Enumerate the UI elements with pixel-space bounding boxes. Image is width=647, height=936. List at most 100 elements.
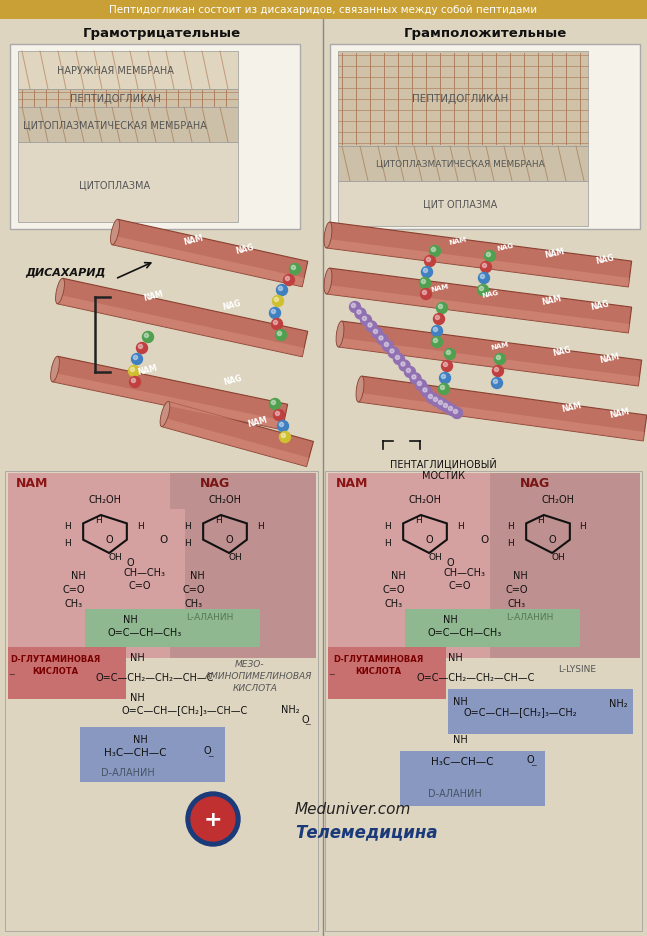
Polygon shape <box>57 279 308 358</box>
Circle shape <box>412 375 416 380</box>
Ellipse shape <box>50 357 60 382</box>
Ellipse shape <box>324 223 332 249</box>
Text: ПЕНТАГЛИЦИНОВЫЙ
МОСТИК: ПЕНТАГЛИЦИНОВЫЙ МОСТИК <box>390 458 497 481</box>
Circle shape <box>130 368 135 373</box>
Text: NAM: NAM <box>136 363 158 376</box>
Text: NAM: NAM <box>490 341 509 350</box>
Bar <box>405 609 580 648</box>
Circle shape <box>423 269 428 273</box>
Polygon shape <box>326 240 630 287</box>
Text: O: O <box>105 534 113 544</box>
Text: O=C—CH—[CH₂]₃—CH₂: O=C—CH—[CH₂]₃—CH₂ <box>463 707 577 716</box>
Circle shape <box>496 356 501 360</box>
Polygon shape <box>57 296 304 358</box>
Text: NH: NH <box>190 570 204 580</box>
Circle shape <box>368 324 372 328</box>
Circle shape <box>441 402 452 413</box>
Text: NAM: NAM <box>448 236 468 245</box>
Text: CH₃: CH₃ <box>65 598 83 608</box>
Circle shape <box>410 373 421 385</box>
Text: O=C—CH—CH₃: O=C—CH—CH₃ <box>108 627 182 637</box>
Bar <box>325 472 642 931</box>
Text: МЕЗО-: МЕЗО- <box>236 660 265 669</box>
Text: NH: NH <box>443 614 457 624</box>
Text: Грамотрицательные: Грамотрицательные <box>83 26 241 39</box>
Text: NAG: NAG <box>590 300 610 312</box>
Circle shape <box>278 287 283 291</box>
Circle shape <box>191 797 235 841</box>
Text: Телемедицина: Телемедицина <box>295 822 437 841</box>
Bar <box>80 727 225 782</box>
Polygon shape <box>338 339 639 387</box>
Circle shape <box>138 345 142 349</box>
Bar <box>0 0 647 20</box>
Text: O=C—CH—CH₃: O=C—CH—CH₃ <box>428 627 502 637</box>
Text: ⁻: ⁻ <box>8 671 15 684</box>
Text: НАРУЖНАЯ МЕМБРАНА: НАРУЖНАЯ МЕМБРАНА <box>56 66 173 76</box>
Text: ПЕПТИДОГЛИКАН: ПЕПТИДОГЛИКАН <box>412 94 508 104</box>
Circle shape <box>433 398 437 402</box>
Text: CH—CH₃: CH—CH₃ <box>123 567 165 578</box>
Circle shape <box>144 334 149 338</box>
Text: H: H <box>184 539 190 548</box>
Circle shape <box>492 366 503 377</box>
Text: O: O <box>302 714 309 724</box>
Text: NAG: NAG <box>520 477 550 490</box>
Text: NAM: NAM <box>609 406 631 419</box>
Text: CH₂OH: CH₂OH <box>208 494 241 505</box>
Circle shape <box>443 363 448 367</box>
Circle shape <box>439 384 450 395</box>
Circle shape <box>485 251 496 262</box>
Bar <box>10 45 300 229</box>
Text: ЦИТОПЛАЗМАТИЧЕСКАЯ МЕМБРАНА: ЦИТОПЛАЗМАТИЧЕСКАЯ МЕМБРАНА <box>376 159 544 168</box>
Circle shape <box>432 326 443 337</box>
Text: NH: NH <box>129 652 144 663</box>
Circle shape <box>426 393 437 404</box>
Text: H: H <box>457 522 463 531</box>
Text: Meduniver.com: Meduniver.com <box>295 801 411 816</box>
Circle shape <box>432 396 443 407</box>
Bar <box>330 45 640 229</box>
Text: O: O <box>159 534 167 545</box>
Bar <box>18 51 238 90</box>
Text: H: H <box>384 522 390 531</box>
Bar <box>18 143 238 223</box>
Circle shape <box>131 379 136 383</box>
Text: C=O: C=O <box>449 580 471 591</box>
Text: Пептидогликан состоит из дисахаридов, связанных между собой пептидами: Пептидогликан состоит из дисахаридов, св… <box>109 5 537 15</box>
Bar <box>490 474 640 658</box>
Text: H: H <box>137 522 144 531</box>
Circle shape <box>441 386 444 390</box>
Circle shape <box>142 332 153 344</box>
Text: NAM: NAM <box>542 293 563 306</box>
Circle shape <box>494 380 498 384</box>
Circle shape <box>280 423 283 427</box>
Circle shape <box>276 285 287 296</box>
Circle shape <box>454 410 457 414</box>
Text: O=C—CH₂—CH₂—CH—C: O=C—CH₂—CH₂—CH—C <box>417 672 535 682</box>
Bar <box>8 474 176 658</box>
Text: D-ГЛУТАМИНОВАЯ: D-ГЛУТАМИНОВАЯ <box>333 655 423 664</box>
Text: H: H <box>538 516 544 525</box>
Ellipse shape <box>56 279 65 304</box>
Text: ЦИТОПЛАЗМА: ЦИТОПЛАЗМА <box>80 180 151 190</box>
Text: C=O: C=O <box>182 584 205 594</box>
Bar <box>85 609 260 648</box>
Ellipse shape <box>111 220 120 245</box>
Circle shape <box>481 262 492 273</box>
Text: O: O <box>549 534 556 544</box>
Circle shape <box>133 356 138 360</box>
Text: OH: OH <box>551 553 565 562</box>
Circle shape <box>433 328 437 332</box>
Text: CH₂OH: CH₂OH <box>542 494 575 505</box>
Text: ⁻: ⁻ <box>530 762 536 775</box>
Text: H: H <box>507 539 513 548</box>
Bar <box>155 509 185 609</box>
Circle shape <box>137 344 148 354</box>
Circle shape <box>448 407 452 411</box>
Circle shape <box>399 360 410 372</box>
Text: NAM: NAM <box>16 477 48 490</box>
Circle shape <box>360 315 371 326</box>
Circle shape <box>439 401 443 405</box>
Text: NAG: NAG <box>595 254 615 266</box>
